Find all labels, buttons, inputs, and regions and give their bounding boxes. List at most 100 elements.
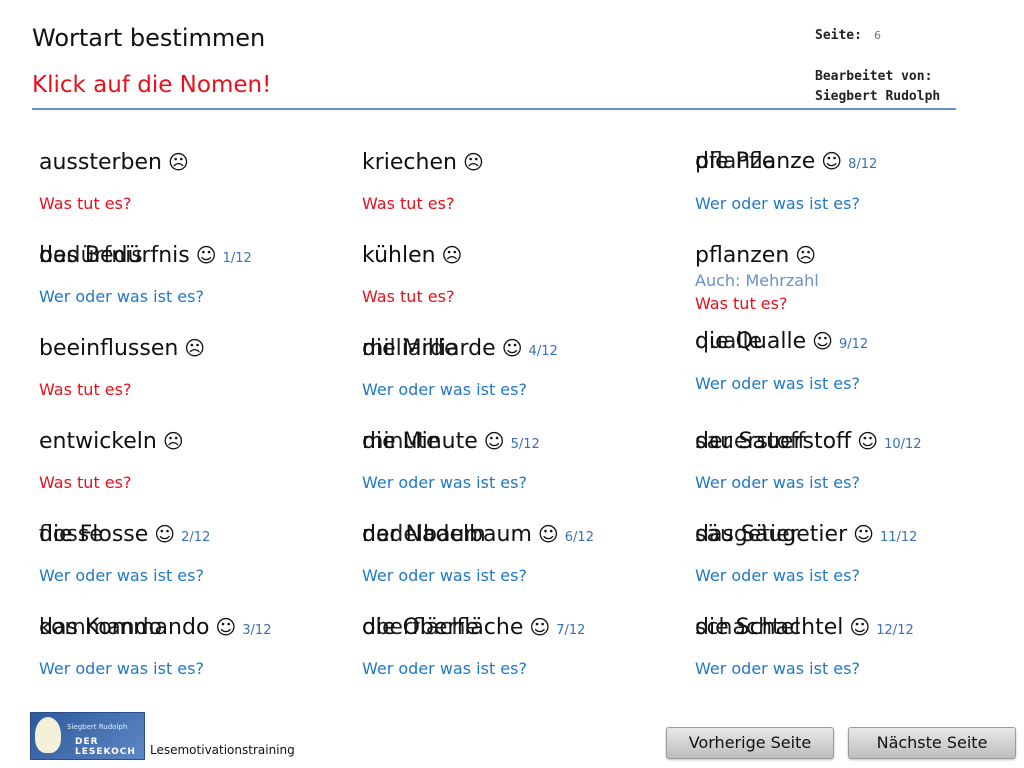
- smile-icon: ☺: [853, 522, 874, 546]
- word-ghost-text: flosse: [39, 522, 103, 547]
- edited-by: Bearbeitet von: Siegbert Rudolph: [815, 67, 940, 107]
- word-item[interactable]: der Nadelbaum ☺ 6/12 nadelbaum: [362, 522, 594, 547]
- word-item[interactable]: die Schachtel ☺ 12/12 schachtel: [695, 615, 914, 640]
- smile-icon: ☺: [154, 522, 176, 546]
- word-item[interactable]: die Pflanze ☺ 8/12 pflanze: [695, 149, 877, 174]
- page-title: Wortart bestimmen: [32, 24, 266, 52]
- word-text: die Flosse: [39, 522, 149, 547]
- frown-icon: ☹: [441, 243, 463, 267]
- word-ghost-text: sauerstoff: [695, 429, 806, 454]
- word-ghost-text: kommando: [39, 615, 163, 640]
- smile-icon: ☺: [215, 615, 237, 639]
- noun-counter: 9/12: [838, 337, 869, 352]
- word-text: das Säugetier: [695, 522, 848, 547]
- word-item[interactable]: kriechen ☹: [362, 150, 484, 175]
- word-hint: Wer oder was ist es?: [695, 659, 860, 678]
- word-item[interactable]: aussterben ☹: [39, 150, 189, 175]
- word-item[interactable]: die Flosse ☺ 2/12 flosse: [39, 522, 210, 547]
- training-label: Lesemotivationstraining: [150, 743, 295, 757]
- word-text: kriechen: [362, 150, 457, 175]
- word-item[interactable]: das Säugetier ☺ 11/12 säugetier: [695, 522, 917, 547]
- word-hint: Was tut es?: [39, 194, 132, 213]
- word-text: pflanzen: [695, 243, 790, 268]
- word-ghost-text: pflanze: [695, 149, 776, 174]
- noun-counter: 1/12: [222, 251, 252, 266]
- noun-counter: 7/12: [556, 623, 586, 638]
- word-item[interactable]: das Bedürfnis ☺ 1/12 bedürfnis: [39, 243, 252, 268]
- word-hint: Was tut es?: [39, 380, 132, 399]
- word-text: der Nadelbaum: [362, 522, 532, 547]
- header-divider: [32, 108, 956, 110]
- frown-icon: ☹: [184, 336, 206, 360]
- lightbulb-icon: [35, 717, 61, 753]
- frown-icon: ☹: [162, 429, 184, 453]
- word-text: die Qualle: [695, 329, 807, 354]
- word-text: die Pflanze: [695, 149, 816, 174]
- word-text: die Milliarde: [362, 336, 496, 361]
- word-text: die Schachtel: [695, 615, 844, 640]
- word-ghost-text: säugetier: [695, 522, 799, 547]
- page-number: 6: [874, 29, 881, 42]
- smile-icon: ☺: [537, 522, 559, 546]
- word-ghost-text: milliarde: [362, 336, 458, 361]
- word-ghost-text: bedürfnis: [39, 243, 143, 268]
- word-text: die Oberfläche: [362, 615, 524, 640]
- word-hint: Was tut es?: [362, 287, 455, 306]
- logo-brand: DER LESEKOCH: [75, 737, 136, 757]
- word-text: das Bedürfnis: [39, 243, 190, 268]
- word-hint: Wer oder was ist es?: [362, 473, 527, 492]
- edited-by-name: Siegbert Rudolph: [815, 89, 941, 104]
- word-hint: Wer oder was ist es?: [362, 566, 527, 585]
- word-text: beeinflussen: [39, 336, 179, 361]
- smile-icon: ☺: [849, 615, 871, 639]
- word-text: entwickeln: [39, 429, 157, 454]
- word-item[interactable]: die Minute ☺ 5/12 minute: [362, 429, 540, 454]
- word-ghost-text: nadelbaum: [362, 522, 486, 547]
- word-note: Auch: Mehrzahl: [695, 271, 819, 290]
- frown-icon: ☹: [795, 243, 817, 267]
- noun-counter: 3/12: [242, 623, 272, 638]
- instruction-text: Klick auf die Nomen!: [32, 72, 272, 98]
- word-text: kühlen: [362, 243, 436, 268]
- previous-page-button[interactable]: Vorherige Seite: [666, 727, 834, 759]
- word-item[interactable]: pflanzen ☹: [695, 243, 816, 268]
- word-hint: Wer oder was ist es?: [695, 194, 860, 213]
- word-hint: Wer oder was ist es?: [695, 374, 860, 393]
- word-hint: Wer oder was ist es?: [362, 659, 527, 678]
- word-hint: Was tut es?: [39, 473, 132, 492]
- noun-counter: 6/12: [564, 530, 594, 545]
- noun-counter: 5/12: [510, 437, 540, 452]
- logo-author: Siegbert Rudolph: [67, 723, 128, 731]
- word-item[interactable]: das Kommando ☺ 3/12 kommando: [39, 615, 271, 640]
- frown-icon: ☹: [462, 150, 484, 174]
- noun-counter: 10/12: [884, 437, 922, 452]
- smile-icon: ☺: [529, 615, 551, 639]
- word-hint: Wer oder was ist es?: [39, 566, 204, 585]
- next-page-button[interactable]: Nächste Seite: [848, 727, 1016, 759]
- word-item[interactable]: die Qualle ☺ 9/12 qualle: [695, 329, 868, 354]
- word-text: der Sauerstoff: [695, 429, 852, 454]
- noun-counter: 4/12: [528, 344, 558, 359]
- smile-icon: ☺: [821, 149, 843, 173]
- word-item[interactable]: die Milliarde ☺ 4/12 milliarde: [362, 336, 558, 361]
- word-ghost-text: qualle: [695, 329, 763, 354]
- word-ghost-text: schachtel: [695, 615, 801, 640]
- word-item[interactable]: die Oberfläche ☺ 7/12 oberfläche: [362, 615, 585, 640]
- page-label: Seite:: [815, 28, 862, 43]
- edited-by-label: Bearbeitet von:: [815, 69, 933, 84]
- lesekoch-logo: Siegbert Rudolph DER LESEKOCH: [30, 712, 145, 760]
- smile-icon: ☺: [483, 429, 505, 453]
- word-item[interactable]: entwickeln ☹: [39, 429, 184, 454]
- smile-icon: ☺: [501, 336, 523, 360]
- word-hint: Was tut es?: [695, 294, 788, 313]
- noun-counter: 11/12: [879, 530, 918, 545]
- smile-icon: ☺: [195, 243, 217, 267]
- word-item[interactable]: der Sauerstoff ☺ 10/12 sauerstoff: [695, 429, 922, 454]
- word-item[interactable]: kühlen ☹: [362, 243, 462, 268]
- noun-counter: 8/12: [848, 157, 878, 172]
- word-text: aussterben: [39, 150, 162, 175]
- noun-counter: 12/12: [876, 623, 914, 638]
- word-item[interactable]: beeinflussen ☹: [39, 336, 205, 361]
- frown-icon: ☹: [168, 150, 189, 174]
- word-ghost-text: minute: [362, 429, 440, 454]
